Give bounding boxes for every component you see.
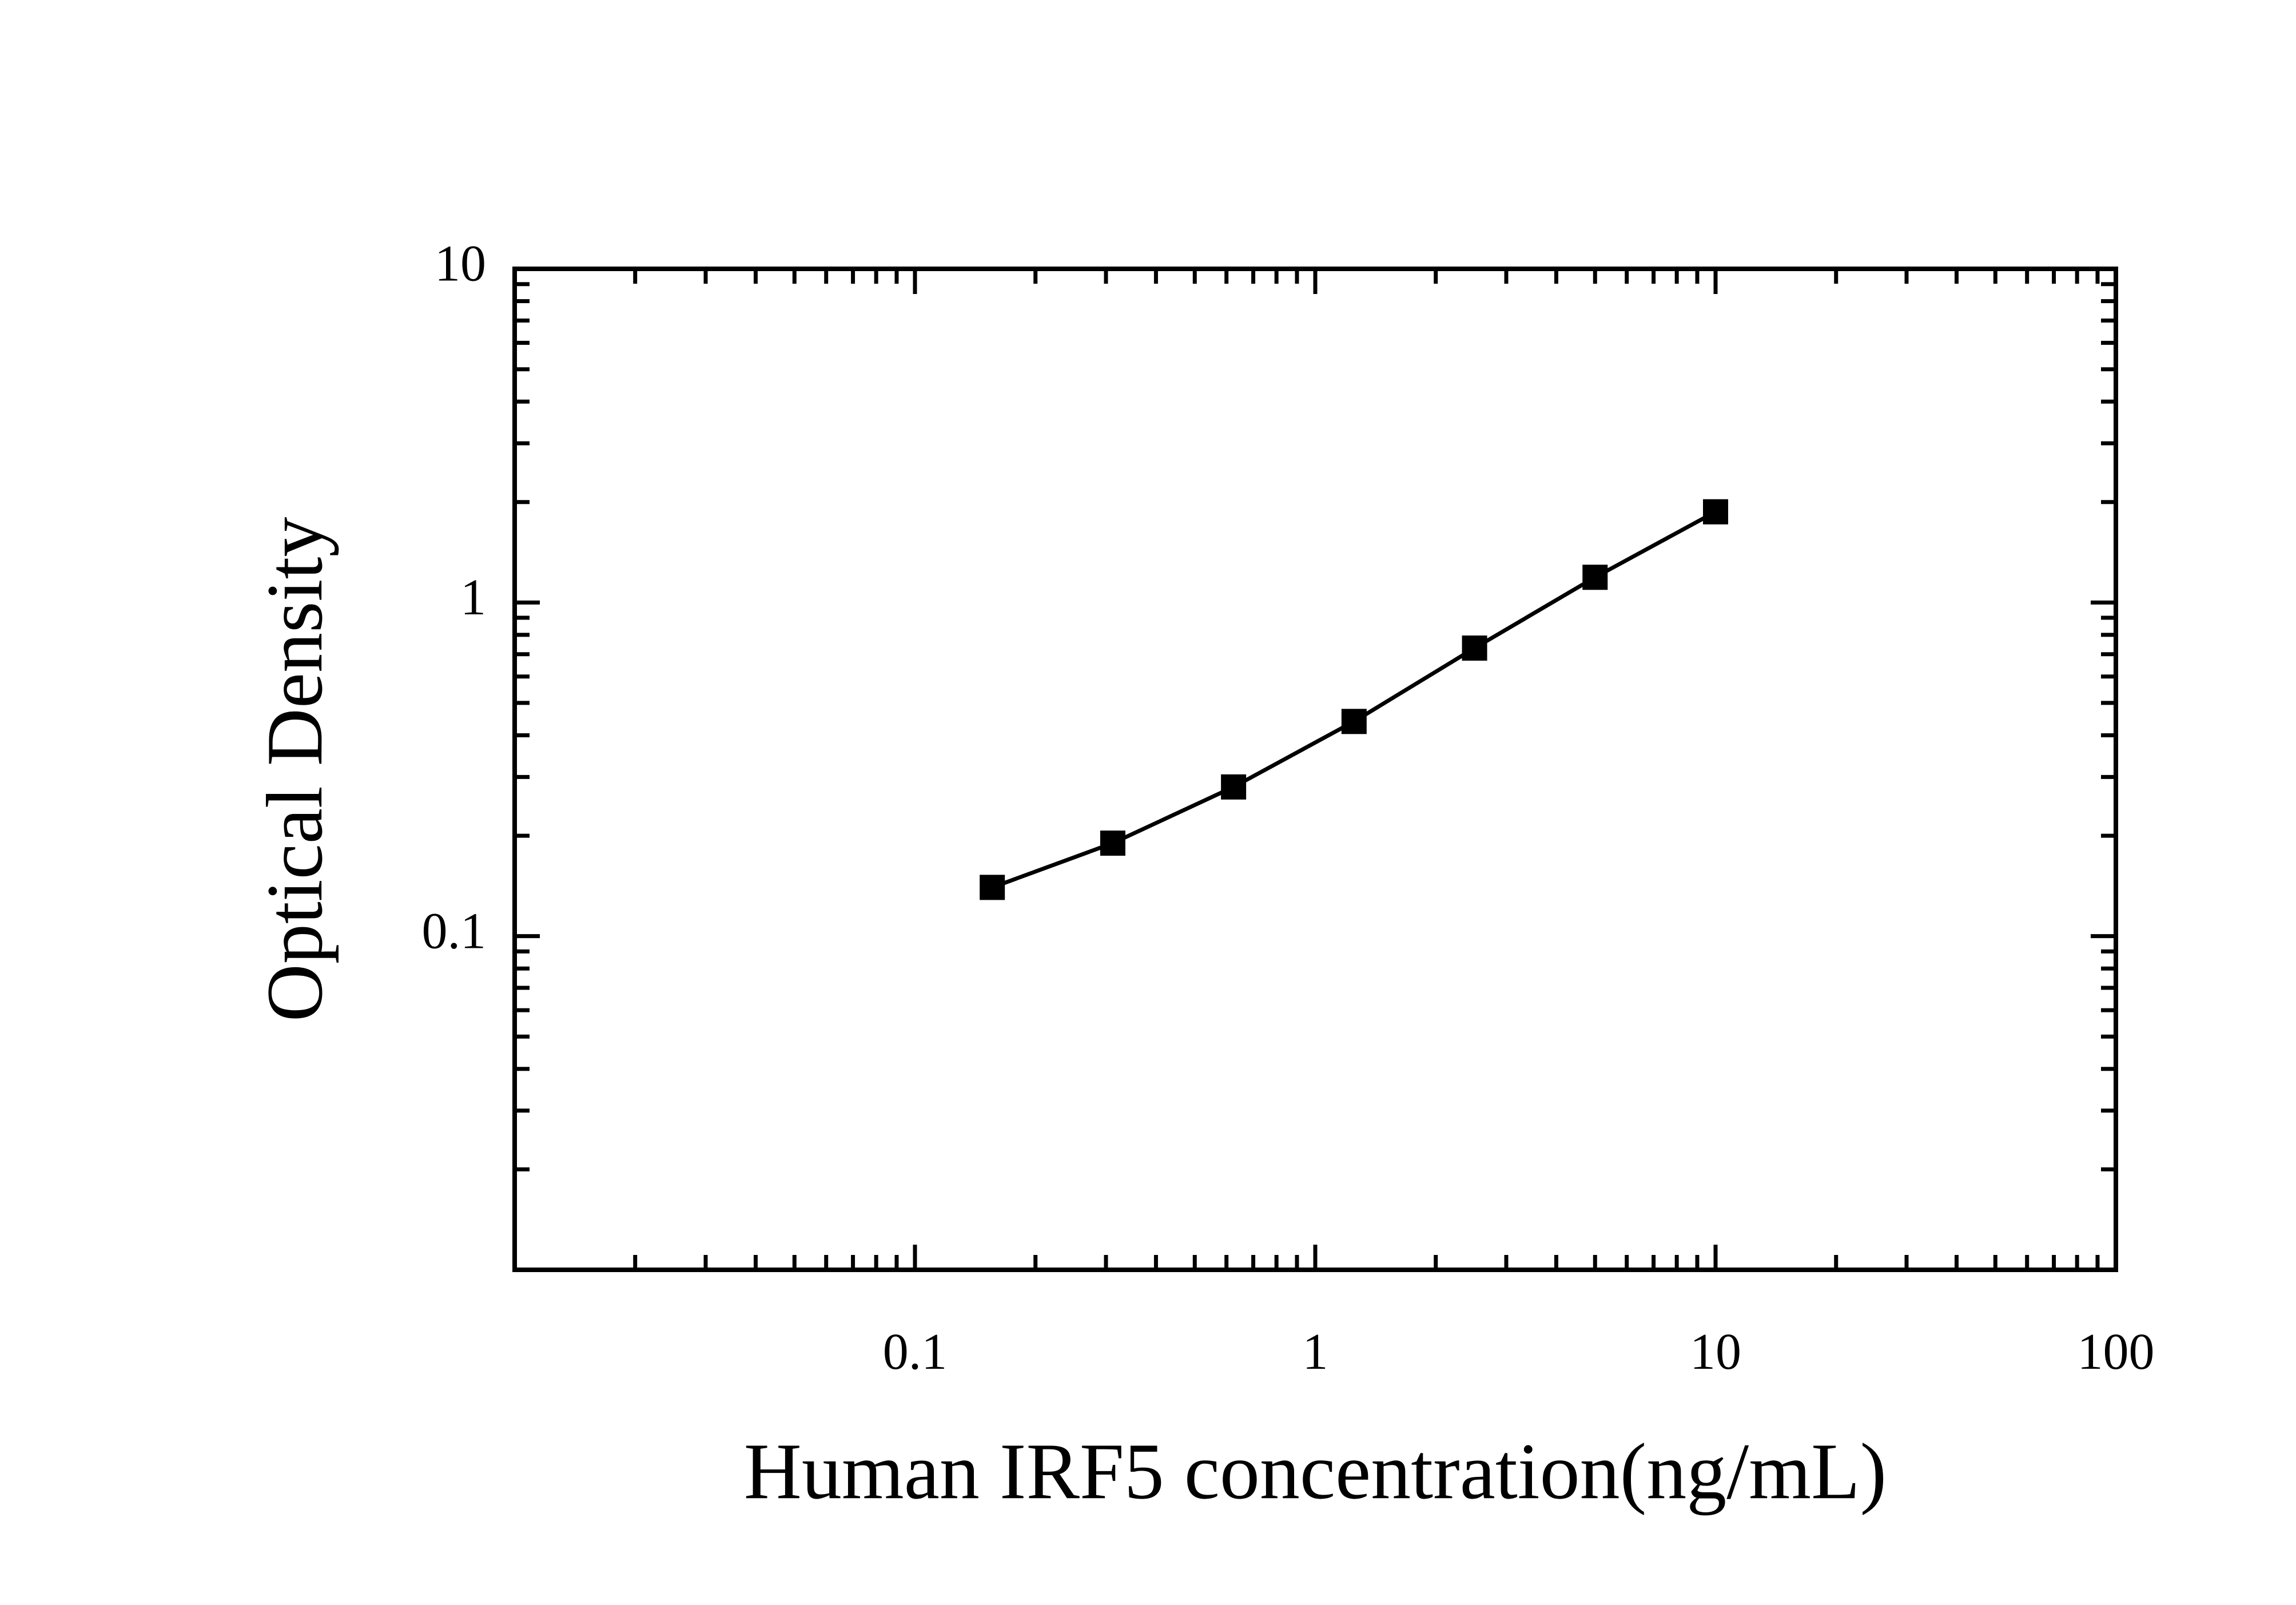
chart-background xyxy=(0,0,2296,1605)
series-marker xyxy=(1342,709,1366,733)
series-marker xyxy=(1704,500,1728,524)
series-marker xyxy=(980,875,1004,899)
standard-curve-chart: 0.1 1 10 100 0.1 1 10 Human IRF5 concentration(… xyxy=(0,0,2296,1605)
y-tick-label: 10 xyxy=(435,236,486,292)
y-axis-label: Optical Density xyxy=(250,517,339,1022)
series-marker xyxy=(1583,565,1607,589)
series-marker xyxy=(1101,831,1125,855)
x-axis-label: Human IRF5 concentration(ng/mL) xyxy=(744,1427,1887,1516)
x-tick-label: 100 xyxy=(2078,1324,2155,1380)
chart-container: 0.1 1 10 100 0.1 1 10 Human IRF5 concentration(… xyxy=(0,0,2296,1605)
series-marker xyxy=(1221,775,1246,799)
y-tick-label: 0.1 xyxy=(422,903,487,959)
series-marker xyxy=(1463,636,1487,660)
x-tick-label: 0.1 xyxy=(883,1324,948,1380)
x-tick-label: 10 xyxy=(1690,1324,1741,1380)
x-tick-label: 1 xyxy=(1303,1324,1328,1380)
y-tick-label: 1 xyxy=(460,569,486,626)
